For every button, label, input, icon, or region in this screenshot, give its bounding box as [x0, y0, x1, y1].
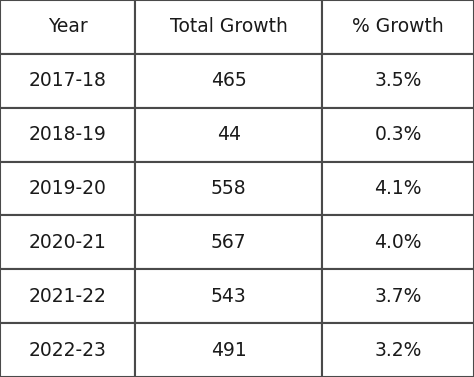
Bar	[0, 108, 135, 162]
Text: 2020-21: 2020-21	[28, 233, 107, 252]
Text: 4.0%: 4.0%	[374, 233, 422, 252]
Bar	[0, 54, 135, 108]
Bar	[0, 162, 135, 215]
Text: 465: 465	[211, 71, 246, 90]
Bar	[322, 323, 474, 377]
Bar	[322, 269, 474, 323]
Bar	[0, 215, 135, 269]
Bar	[322, 215, 474, 269]
Text: 558: 558	[211, 179, 246, 198]
Text: 44: 44	[217, 125, 241, 144]
Text: 3.5%: 3.5%	[374, 71, 422, 90]
Text: 491: 491	[211, 340, 246, 360]
Text: 0.3%: 0.3%	[374, 125, 422, 144]
Text: 2017-18: 2017-18	[28, 71, 107, 90]
Bar	[322, 108, 474, 162]
Text: Year: Year	[48, 17, 87, 37]
Text: Total Growth: Total Growth	[170, 17, 288, 37]
Bar	[322, 0, 474, 54]
Bar	[0, 323, 135, 377]
Text: 3.2%: 3.2%	[374, 340, 422, 360]
Bar	[322, 54, 474, 108]
Text: 543: 543	[211, 287, 246, 306]
Bar	[0, 0, 135, 54]
Bar	[135, 108, 322, 162]
Text: 2018-19: 2018-19	[28, 125, 107, 144]
Text: 2019-20: 2019-20	[28, 179, 107, 198]
Text: 2022-23: 2022-23	[28, 340, 107, 360]
Bar	[0, 269, 135, 323]
Bar	[135, 323, 322, 377]
Text: 567: 567	[211, 233, 246, 252]
Bar	[135, 215, 322, 269]
Bar	[135, 162, 322, 215]
Text: 2021-22: 2021-22	[28, 287, 107, 306]
Bar	[322, 162, 474, 215]
Bar	[135, 0, 322, 54]
Text: 3.7%: 3.7%	[374, 287, 422, 306]
Bar	[135, 54, 322, 108]
Text: 4.1%: 4.1%	[374, 179, 422, 198]
Text: % Growth: % Growth	[352, 17, 444, 37]
Bar	[135, 269, 322, 323]
